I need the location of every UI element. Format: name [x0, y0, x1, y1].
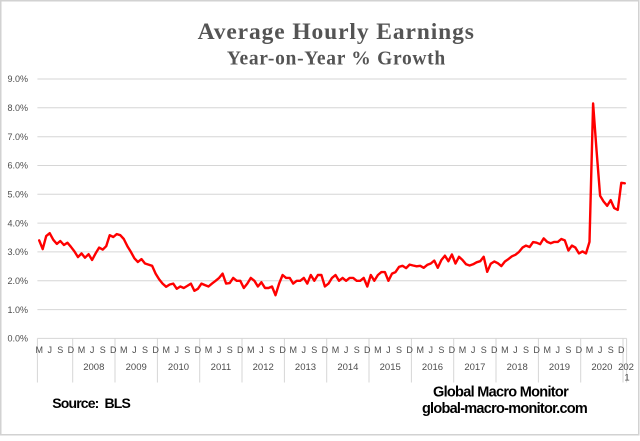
- svg-text:2018: 2018: [507, 362, 528, 373]
- svg-text:J: J: [513, 345, 518, 355]
- svg-text:0.0%: 0.0%: [7, 334, 28, 344]
- svg-text:S: S: [396, 345, 402, 355]
- svg-text:5.0%: 5.0%: [7, 190, 28, 200]
- svg-text:2013: 2013: [295, 362, 316, 373]
- svg-text:M: M: [586, 345, 594, 355]
- svg-text:D: D: [195, 345, 202, 355]
- svg-text:S: S: [438, 345, 444, 355]
- svg-text:2015: 2015: [380, 362, 401, 373]
- svg-text:M: M: [162, 345, 170, 355]
- svg-text:J: J: [259, 345, 264, 355]
- svg-text:D: D: [533, 345, 540, 355]
- svg-text:2008: 2008: [83, 362, 104, 373]
- svg-text:3.0%: 3.0%: [7, 247, 28, 257]
- svg-text:S: S: [269, 345, 275, 355]
- svg-text:J: J: [217, 345, 222, 355]
- svg-text:Global Macro Monitor: Global Macro Monitor: [433, 385, 569, 401]
- svg-text:M: M: [35, 345, 43, 355]
- svg-text:global-macro-monitor.com: global-macro-monitor.com: [422, 401, 587, 417]
- svg-text:D: D: [322, 345, 329, 355]
- svg-text:S: S: [142, 345, 148, 355]
- svg-text:2010: 2010: [168, 362, 189, 373]
- svg-text:2020: 2020: [591, 362, 612, 373]
- svg-text:S: S: [57, 345, 63, 355]
- svg-text:D: D: [152, 345, 159, 355]
- svg-text:D: D: [364, 345, 371, 355]
- svg-text:D: D: [237, 345, 244, 355]
- svg-text:Source: BLS: Source: BLS: [52, 395, 130, 411]
- svg-text:D: D: [618, 345, 625, 355]
- svg-text:Year-on-Year % Growth: Year-on-Year % Growth: [227, 49, 446, 70]
- svg-text:M: M: [416, 345, 424, 355]
- svg-text:D: D: [449, 345, 456, 355]
- svg-text:D: D: [491, 345, 498, 355]
- svg-text:J: J: [90, 345, 95, 355]
- svg-text:M: M: [247, 345, 255, 355]
- svg-text:1.0%: 1.0%: [7, 305, 28, 315]
- svg-text:J: J: [386, 345, 391, 355]
- svg-text:S: S: [354, 345, 360, 355]
- svg-text:S: S: [523, 345, 529, 355]
- svg-text:6.0%: 6.0%: [7, 161, 28, 171]
- svg-text:M: M: [501, 345, 509, 355]
- svg-text:8.0%: 8.0%: [7, 103, 28, 113]
- svg-text:2016: 2016: [422, 362, 443, 373]
- svg-text:2009: 2009: [126, 362, 147, 373]
- svg-text:7.0%: 7.0%: [7, 132, 28, 142]
- svg-text:2019: 2019: [549, 362, 570, 373]
- svg-text:J: J: [556, 345, 561, 355]
- svg-text:D: D: [406, 345, 413, 355]
- svg-text:M: M: [459, 345, 467, 355]
- svg-text:2014: 2014: [337, 362, 358, 373]
- svg-text:J: J: [47, 345, 52, 355]
- svg-text:J: J: [344, 345, 349, 355]
- svg-text:M: M: [289, 345, 297, 355]
- svg-text:S: S: [608, 345, 614, 355]
- svg-text:J: J: [429, 345, 434, 355]
- svg-text:M: M: [78, 345, 86, 355]
- svg-text:D: D: [110, 345, 117, 355]
- svg-text:J: J: [175, 345, 180, 355]
- svg-text:M: M: [543, 345, 551, 355]
- svg-text:S: S: [100, 345, 106, 355]
- svg-text:J: J: [471, 345, 476, 355]
- svg-text:S: S: [184, 345, 190, 355]
- svg-text:S: S: [565, 345, 571, 355]
- svg-text:D: D: [576, 345, 583, 355]
- svg-text:D: D: [279, 345, 286, 355]
- svg-text:M: M: [120, 345, 128, 355]
- svg-text:S: S: [311, 345, 317, 355]
- svg-text:S: S: [227, 345, 233, 355]
- svg-text:J: J: [302, 345, 307, 355]
- svg-text:2017: 2017: [464, 362, 485, 373]
- svg-text:9.0%: 9.0%: [7, 74, 28, 84]
- svg-text:2012: 2012: [253, 362, 274, 373]
- svg-text:M: M: [332, 345, 340, 355]
- svg-text:2011: 2011: [211, 362, 231, 373]
- svg-text:1: 1: [624, 373, 629, 384]
- svg-text:4.0%: 4.0%: [7, 218, 28, 228]
- svg-text:D: D: [68, 345, 75, 355]
- svg-text:M: M: [374, 345, 382, 355]
- svg-text:202: 202: [618, 362, 634, 373]
- svg-text:S: S: [481, 345, 487, 355]
- svg-text:J: J: [132, 345, 137, 355]
- svg-text:Average Hourly Earnings: Average Hourly Earnings: [198, 19, 475, 45]
- svg-text:2.0%: 2.0%: [7, 276, 28, 286]
- svg-text:J: J: [598, 345, 603, 355]
- svg-text:M: M: [205, 345, 213, 355]
